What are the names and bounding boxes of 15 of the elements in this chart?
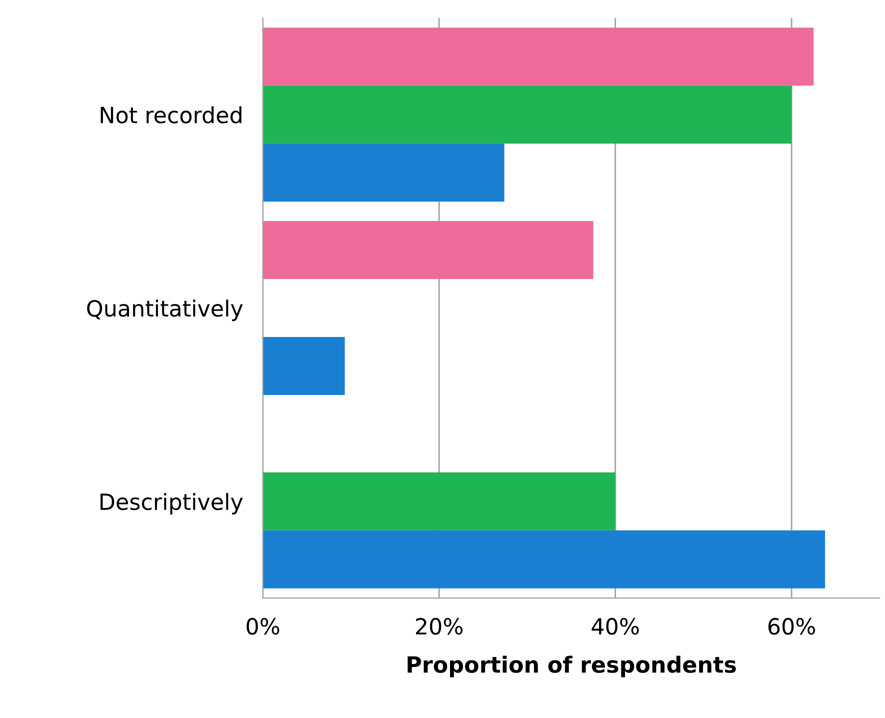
bar (262, 337, 345, 396)
x-axis-title: Proportion of respondents (408, 656, 736, 678)
x-tick-label: 20% (416, 618, 463, 635)
bar (262, 28, 814, 86)
x-tick-label: 0% (246, 618, 280, 635)
y-tick-label: Descriptively (100, 492, 243, 514)
bar (262, 221, 594, 280)
bar (262, 472, 616, 530)
bar (262, 530, 826, 588)
bar (262, 144, 504, 202)
y-tick-label: Not recorded (100, 106, 242, 124)
x-tick-label: 60% (768, 618, 816, 635)
y-tick-label: Quantitatively (87, 300, 243, 322)
bar (262, 86, 792, 144)
x-tick-label: 40% (592, 618, 639, 635)
